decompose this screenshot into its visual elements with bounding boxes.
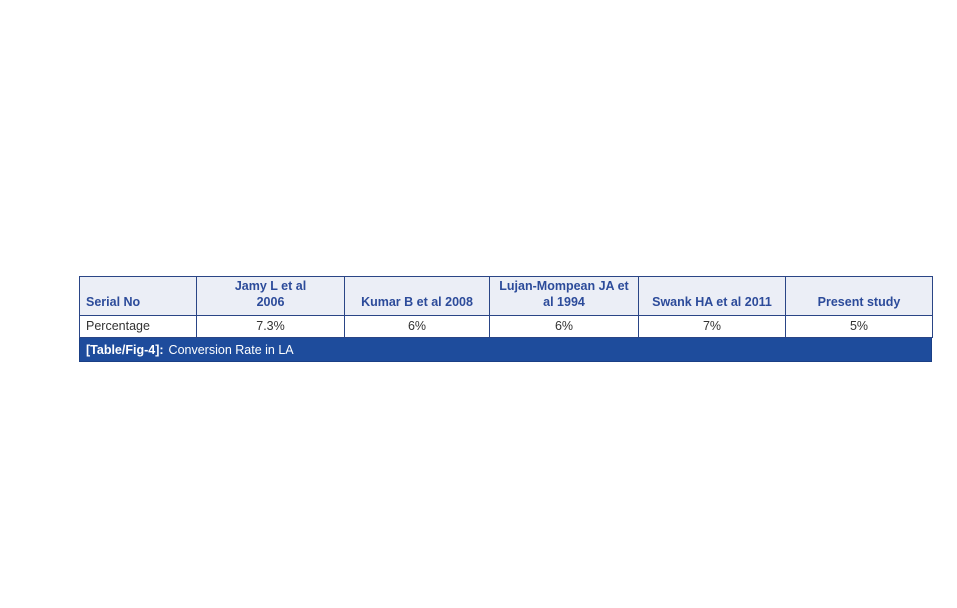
header-cell-serial-no: Serial No — [79, 275, 197, 317]
header-cell-swank: Swank HA et al 2011 — [638, 275, 786, 317]
value-kumar: 6% — [344, 315, 490, 339]
header-cell-lujan: Lujan-Mompean JA et al 1994 — [489, 275, 639, 317]
table-caption: [Table/Fig-4]: Conversion Rate in LA — [79, 338, 932, 363]
header-row: Serial No Jamy L et al 2006 Kumar B et a… — [79, 275, 933, 317]
conversion-rate-table: Serial No Jamy L et al 2006 Kumar B et a… — [79, 275, 933, 363]
header-cell-kumar: Kumar B et al 2008 — [344, 275, 490, 317]
header-cell-jamy: Jamy L et al 2006 — [196, 275, 345, 317]
value-jamy: 7.3% — [196, 315, 345, 339]
value-present-study: 5% — [785, 315, 933, 339]
table-body: Percentage 7.3% 6% 6% 7% 5% — [79, 315, 933, 339]
data-table: Serial No Jamy L et al 2006 Kumar B et a… — [79, 275, 933, 339]
value-swank: 7% — [638, 315, 786, 339]
caption-tag: [Table/Fig-4]: — [86, 342, 164, 357]
table-row: Percentage 7.3% 6% 6% 7% 5% — [79, 315, 933, 339]
caption-text: Conversion Rate in LA — [168, 342, 294, 357]
header-cell-present-study: Present study — [785, 275, 933, 317]
row-label-percentage: Percentage — [79, 315, 197, 339]
value-lujan: 6% — [489, 315, 639, 339]
table-header: Serial No Jamy L et al 2006 Kumar B et a… — [79, 275, 933, 317]
